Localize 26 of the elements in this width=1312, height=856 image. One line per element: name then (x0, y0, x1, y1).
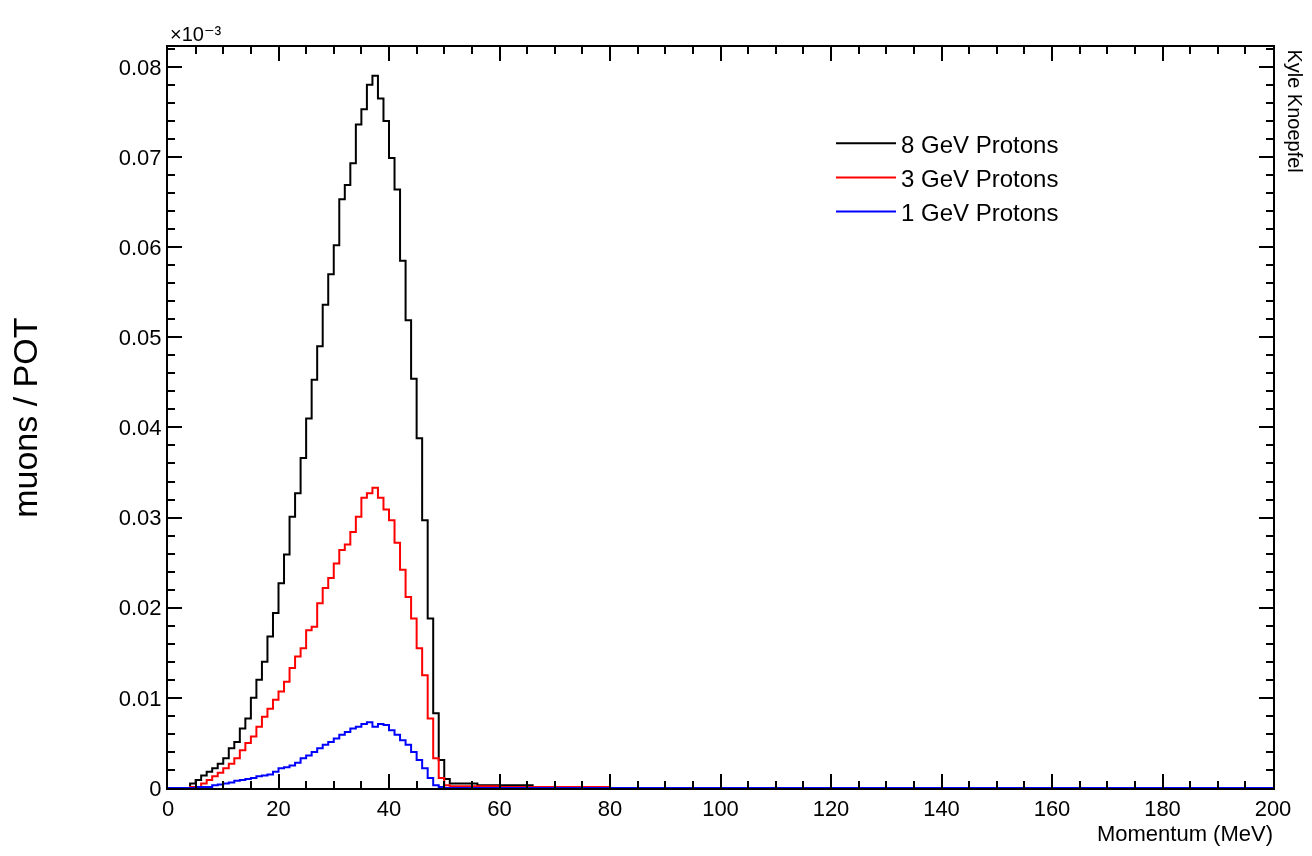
y-tick-label: 0.04 (118, 415, 162, 441)
x-tick-label: 80 (597, 796, 623, 822)
y-tick-label: 0.07 (118, 144, 162, 170)
x-tick-label: 160 (1033, 796, 1071, 822)
x-axis-title: Momentum (MeV) (1096, 821, 1273, 847)
y-axis-title: muons / POT (5, 317, 44, 518)
y-tick-label: 0 (149, 775, 162, 801)
x-tick-label: 140 (923, 796, 960, 822)
x-tick-label: 180 (1144, 796, 1181, 822)
x-tick-label: 20 (266, 796, 291, 822)
y-tick-label: 0.02 (118, 595, 162, 621)
y-tick-label: 0.06 (118, 234, 162, 260)
legend-label: 8 GeV Protons (901, 130, 1059, 158)
text: Kyle Knoepfel (1283, 49, 1306, 173)
legend-label: 1 GeV Protons (901, 198, 1059, 226)
x-tick-label: 60 (487, 796, 512, 822)
y-tick-label: 0.03 (118, 505, 162, 531)
x-tick-label: 40 (376, 796, 402, 822)
y-tick-label: 0.08 (118, 54, 162, 80)
x-tick-label: 120 (812, 796, 850, 822)
y-tick-label: 0.01 (118, 685, 162, 711)
text: ×10⁻³ (170, 23, 222, 45)
x-tick-label: 100 (702, 796, 739, 822)
y-tick-label: 0.05 (118, 324, 162, 350)
x-tick-label: 200 (1254, 796, 1292, 822)
legend-label: 3 GeV Protons (901, 164, 1059, 192)
